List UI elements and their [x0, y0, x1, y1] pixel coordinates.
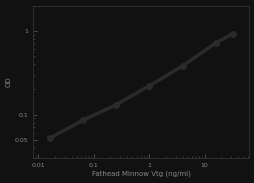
X-axis label: Fathead Minnow Vtg (ng/ml): Fathead Minnow Vtg (ng/ml): [91, 171, 190, 178]
Y-axis label: OD: OD: [6, 77, 11, 87]
